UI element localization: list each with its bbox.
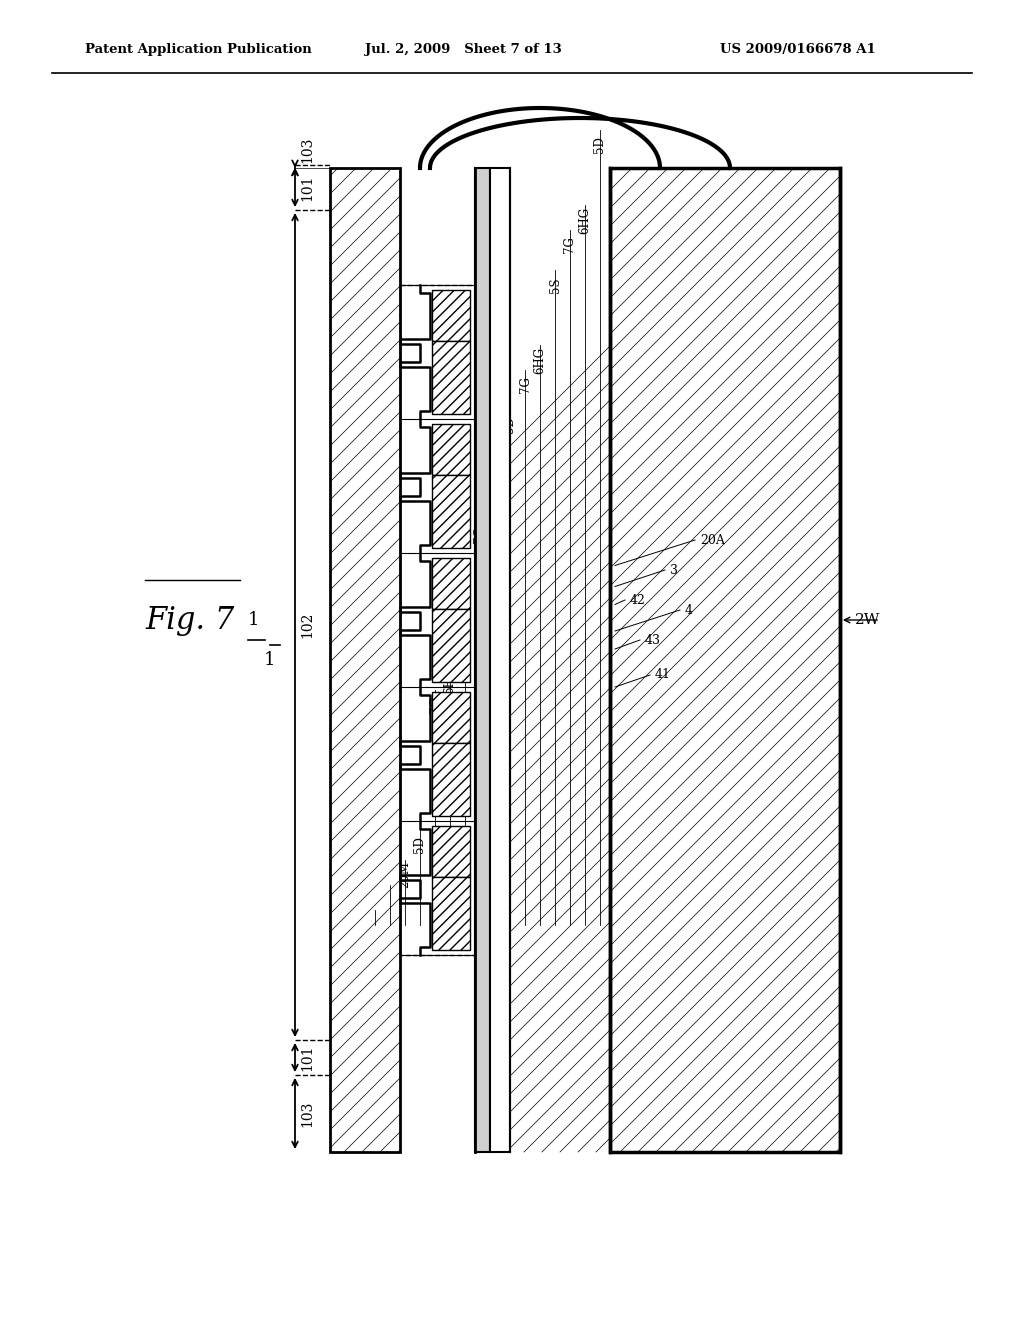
Text: 6HG: 6HG — [534, 346, 547, 374]
Text: 1: 1 — [263, 651, 275, 669]
Bar — [432, 826, 470, 878]
Text: 101: 101 — [300, 1044, 314, 1071]
Bar — [432, 558, 470, 610]
Text: 5D: 5D — [504, 417, 516, 433]
Bar — [432, 342, 470, 414]
Text: 7G: 7G — [518, 376, 531, 393]
Bar — [432, 610, 470, 682]
Bar — [610, 168, 840, 1152]
Text: 10: 10 — [384, 892, 396, 907]
Text: US 2009/0166678 A1: US 2009/0166678 A1 — [720, 44, 876, 57]
Text: 2W: 2W — [855, 612, 881, 627]
Text: 6: 6 — [369, 921, 382, 929]
Text: 7G: 7G — [473, 527, 486, 544]
Bar — [475, 168, 490, 1152]
Text: 3: 3 — [670, 564, 678, 577]
Bar — [432, 743, 470, 816]
Bar — [432, 878, 470, 950]
Text: Fig. 7: Fig. 7 — [145, 605, 234, 635]
Text: 20M: 20M — [398, 862, 412, 888]
Bar — [432, 290, 470, 342]
Text: 7G: 7G — [563, 236, 577, 253]
Text: 7G: 7G — [428, 697, 441, 713]
Bar — [490, 168, 510, 1152]
Text: 5S: 5S — [549, 277, 561, 293]
Bar — [330, 168, 400, 1152]
Bar — [432, 475, 470, 548]
Bar — [432, 424, 470, 475]
Text: Patent Application Publication: Patent Application Publication — [85, 44, 311, 57]
Text: 41: 41 — [655, 668, 671, 681]
Text: Jul. 2, 2009   Sheet 7 of 13: Jul. 2, 2009 Sheet 7 of 13 — [365, 44, 562, 57]
Text: 6HG: 6HG — [443, 667, 457, 693]
Text: 5D: 5D — [414, 837, 427, 854]
Text: 101: 101 — [300, 174, 314, 201]
Text: 42: 42 — [630, 594, 646, 606]
Bar — [432, 692, 470, 743]
Text: 6HG: 6HG — [488, 496, 502, 524]
Text: 103: 103 — [300, 1101, 314, 1127]
Text: 5D: 5D — [594, 136, 606, 153]
Text: 20A: 20A — [700, 533, 725, 546]
Text: 43: 43 — [645, 634, 662, 647]
Text: 102: 102 — [300, 611, 314, 638]
Text: 5S: 5S — [459, 568, 471, 583]
Text: 1: 1 — [248, 611, 259, 630]
Text: 6HG: 6HG — [579, 206, 592, 234]
Text: 4: 4 — [685, 603, 693, 616]
Text: 103: 103 — [300, 137, 314, 162]
